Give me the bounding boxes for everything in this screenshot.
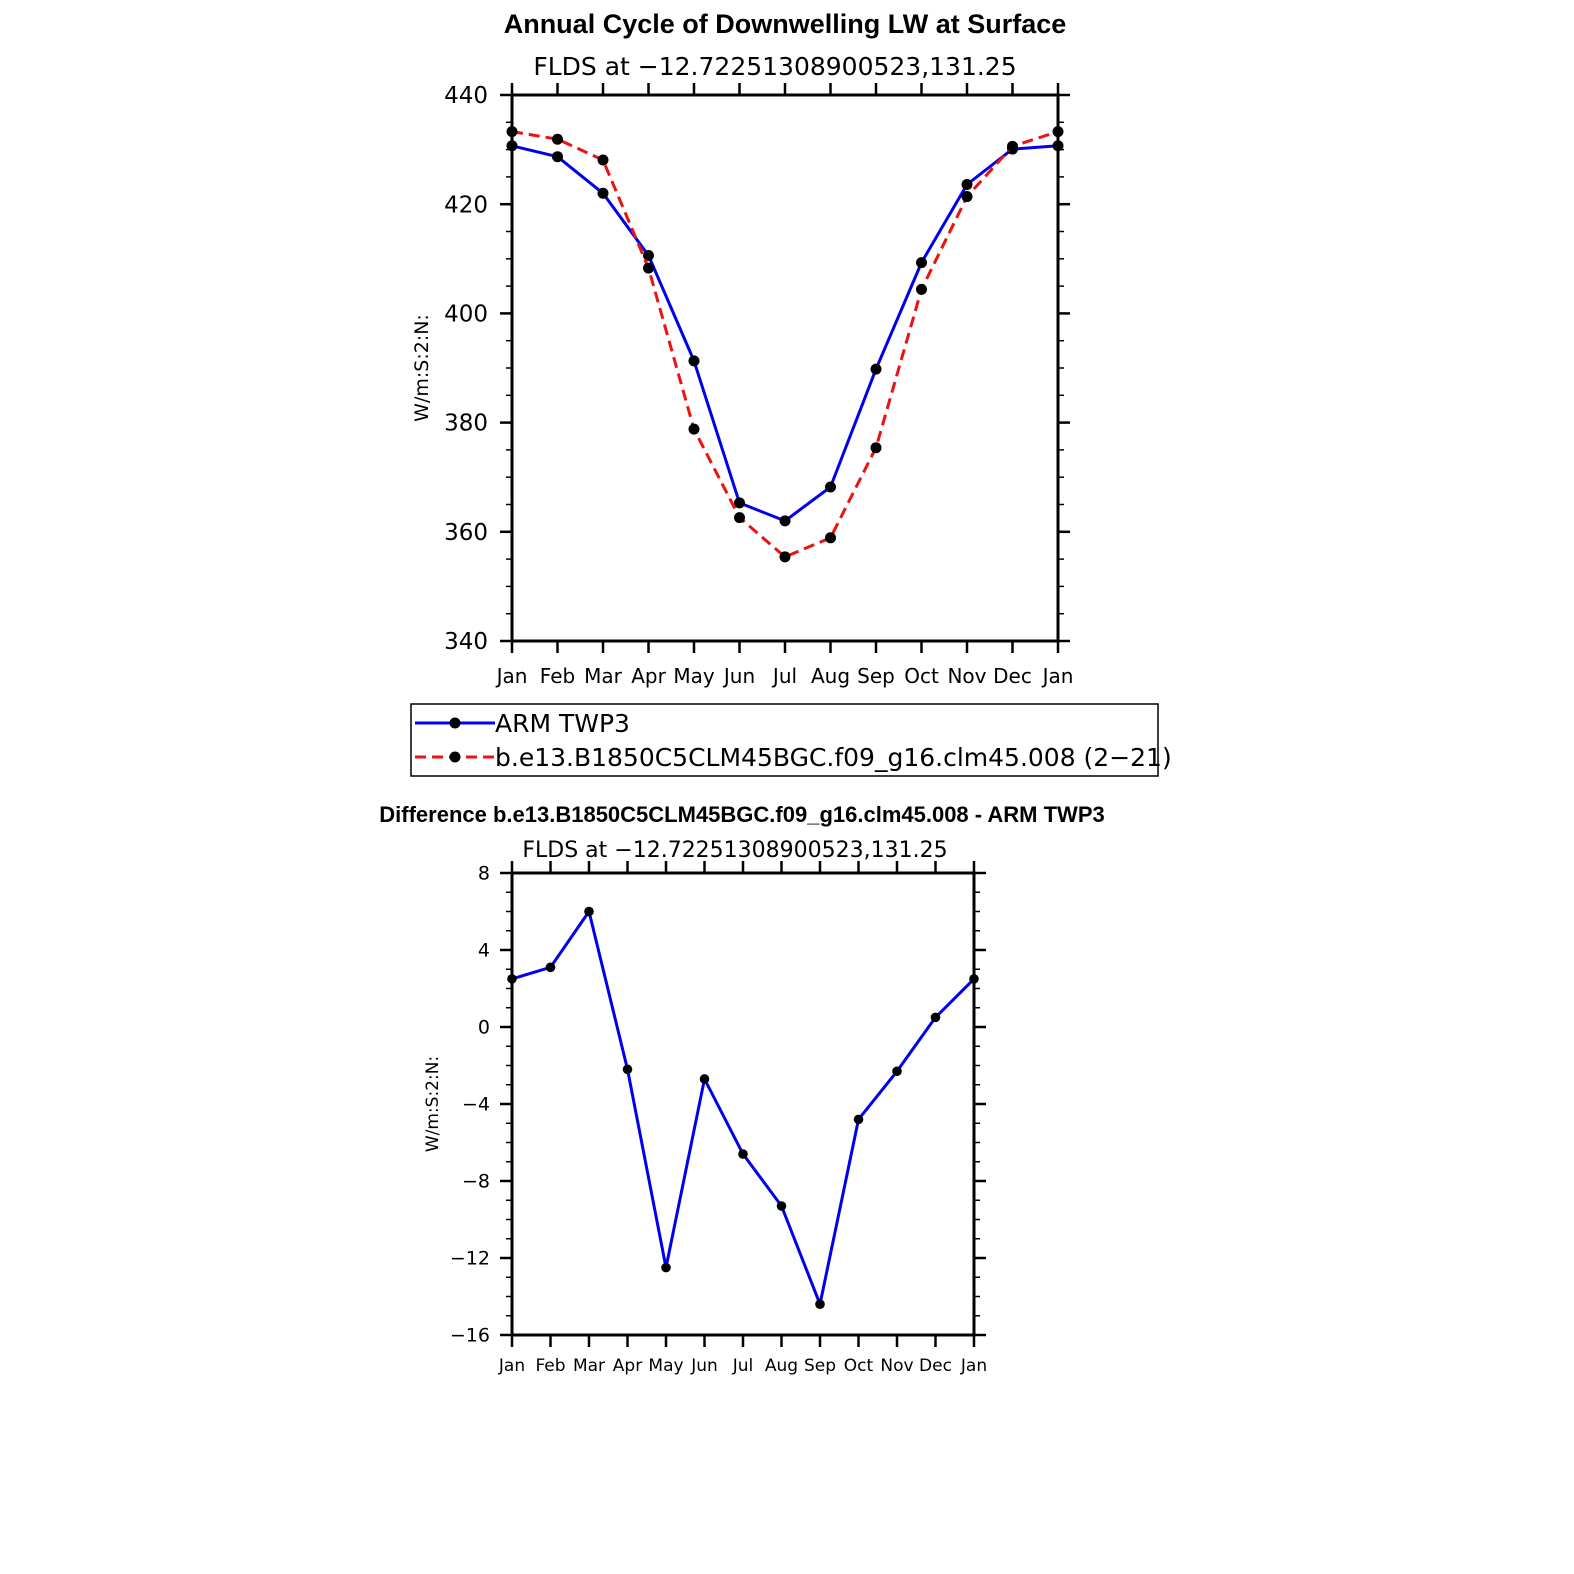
data-point [825, 481, 836, 493]
data-point [961, 191, 973, 203]
x-tick-label: Sep [804, 1356, 836, 1376]
data-point [961, 179, 973, 191]
data-point [825, 532, 836, 544]
x-tick-label: Mar [573, 1356, 605, 1376]
x-tick-label: Dec [993, 664, 1032, 688]
y-tick-label: 4 [478, 940, 490, 962]
x-tick-label: Mar [584, 664, 623, 688]
tick-layer: Jan Feb Mar Apr May Jun Jul Aug Sep Oct Nov Dec Jan−… [450, 861, 987, 1376]
data-point [597, 187, 609, 199]
data-point [734, 497, 745, 509]
legend-marker-model [449, 751, 461, 763]
legend: ARM TWP3 b.e13.B1850C5CLM45BGC.f09_g16.c… [410, 703, 1172, 777]
x-tick-label: Jan [960, 1356, 987, 1376]
x-tick-label: Oct [844, 1356, 874, 1376]
chart-subtitle: FLDS at −12.72251308900523,131.25 [522, 838, 947, 863]
data-point [552, 151, 563, 163]
plot-frame [510, 93, 1060, 643]
y-tick-label: −8 [462, 1171, 490, 1193]
data-point [643, 250, 654, 262]
x-tick-label: Apr [613, 1356, 642, 1376]
x-tick-label: Nov [947, 664, 986, 688]
x-tick-label: Oct [904, 664, 939, 688]
y-axis-label: W/m:S:2:N: [423, 1056, 443, 1152]
chart-title: Annual Cycle of Downwelling LW at Surfac… [504, 9, 1067, 39]
y-tick-label: −12 [450, 1248, 490, 1270]
tick-layer: Jan Feb Mar Apr May Jun Jul Aug Sep Oct Nov Dec Jan 3… [444, 83, 1073, 688]
data-point [916, 283, 927, 295]
data-point [870, 363, 882, 375]
x-tick-label: Jan [495, 664, 528, 688]
data-point [870, 442, 882, 454]
x-tick-label: Dec [919, 1356, 952, 1376]
data-point [853, 1114, 864, 1125]
data-point [699, 1074, 710, 1084]
series-line-1 [511, 130, 1059, 559]
data-point [688, 423, 700, 435]
data-point [584, 906, 594, 917]
y-axis-label: W/m:S:2:N: [411, 314, 433, 422]
chart-title: Difference b.e13.B1850C5CLM45BGC.f09_g16… [379, 802, 1104, 827]
y-tick-label: 440 [444, 83, 488, 109]
data-point [661, 1262, 671, 1273]
annual-cycle-panel: Annual Cycle of Downwelling LW at Surfac… [411, 9, 1073, 688]
legend-marker-arm-twp3 [449, 717, 461, 729]
series-line-0 [511, 144, 1059, 523]
x-tick-label: Jun [690, 1356, 718, 1376]
x-tick-label: Sep [857, 664, 895, 688]
plot-frame [510, 871, 976, 1337]
y-tick-label: 400 [444, 301, 488, 327]
data-point [622, 1064, 633, 1075]
data-point [1007, 140, 1018, 152]
x-tick-label: Jul [771, 664, 797, 688]
series-layer [507, 906, 979, 1309]
x-tick-label: Jan [1041, 664, 1074, 688]
data-point [545, 962, 556, 973]
x-tick-label: Aug [765, 1356, 798, 1376]
data-point [779, 551, 791, 563]
data-point [688, 355, 700, 367]
data-point [738, 1149, 748, 1159]
data-point [779, 515, 791, 527]
x-tick-label: Jan [498, 1356, 525, 1376]
legend-label-arm-twp3: ARM TWP3 [495, 709, 630, 738]
x-tick-label: Nov [880, 1356, 913, 1376]
data-point [552, 133, 563, 145]
data-point [815, 1299, 825, 1309]
y-tick-label: 8 [478, 863, 490, 885]
difference-panel: Difference b.e13.B1850C5CLM45BGC.f09_g16… [379, 802, 1104, 1376]
data-point [930, 1012, 941, 1023]
y-tick-label: 380 [444, 411, 488, 437]
y-tick-label: 360 [444, 520, 488, 546]
x-tick-label: May [648, 1356, 683, 1376]
series-line-0 [511, 910, 976, 1306]
y-tick-label: −16 [450, 1325, 490, 1347]
x-tick-label: Jun [722, 664, 755, 688]
data-point [597, 154, 609, 166]
legend-label-model: b.e13.B1850C5CLM45BGC.f09_g16.clm45.008 … [495, 743, 1172, 772]
y-tick-label: −4 [462, 1094, 490, 1116]
x-tick-label: Apr [631, 664, 666, 688]
legend-box [410, 703, 1159, 777]
data-point [734, 512, 745, 524]
x-tick-label: Feb [535, 1356, 565, 1376]
x-tick-label: Feb [540, 664, 575, 688]
data-point [776, 1201, 787, 1211]
x-tick-label: May [673, 664, 715, 688]
x-tick-label: Jul [732, 1356, 754, 1376]
x-tick-label: Aug [811, 664, 850, 688]
data-point [643, 262, 654, 274]
y-tick-label: 0 [478, 1017, 490, 1039]
series-layer [506, 126, 1064, 563]
data-point [892, 1066, 902, 1077]
y-tick-label: 340 [444, 629, 488, 655]
data-point [916, 257, 927, 269]
chart-subtitle: FLDS at −12.72251308900523,131.25 [533, 52, 1016, 81]
y-tick-label: 420 [444, 192, 488, 218]
